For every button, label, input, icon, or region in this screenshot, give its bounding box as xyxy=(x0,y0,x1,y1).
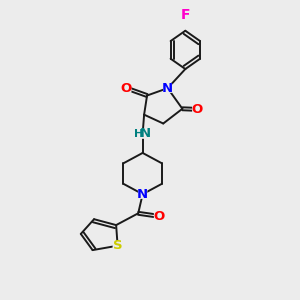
FancyBboxPatch shape xyxy=(192,105,202,114)
FancyBboxPatch shape xyxy=(112,241,123,250)
Text: N: N xyxy=(137,188,148,201)
Text: O: O xyxy=(121,82,132,95)
FancyBboxPatch shape xyxy=(163,83,172,93)
Text: O: O xyxy=(153,210,164,223)
Text: H: H xyxy=(134,129,144,139)
Text: N: N xyxy=(162,82,173,95)
FancyBboxPatch shape xyxy=(134,129,151,139)
Text: F: F xyxy=(181,8,190,22)
FancyBboxPatch shape xyxy=(122,83,131,93)
Text: S: S xyxy=(113,239,122,252)
Text: O: O xyxy=(191,103,203,116)
FancyBboxPatch shape xyxy=(138,190,147,199)
FancyBboxPatch shape xyxy=(154,212,164,221)
Text: N: N xyxy=(140,127,151,140)
FancyBboxPatch shape xyxy=(180,10,191,20)
